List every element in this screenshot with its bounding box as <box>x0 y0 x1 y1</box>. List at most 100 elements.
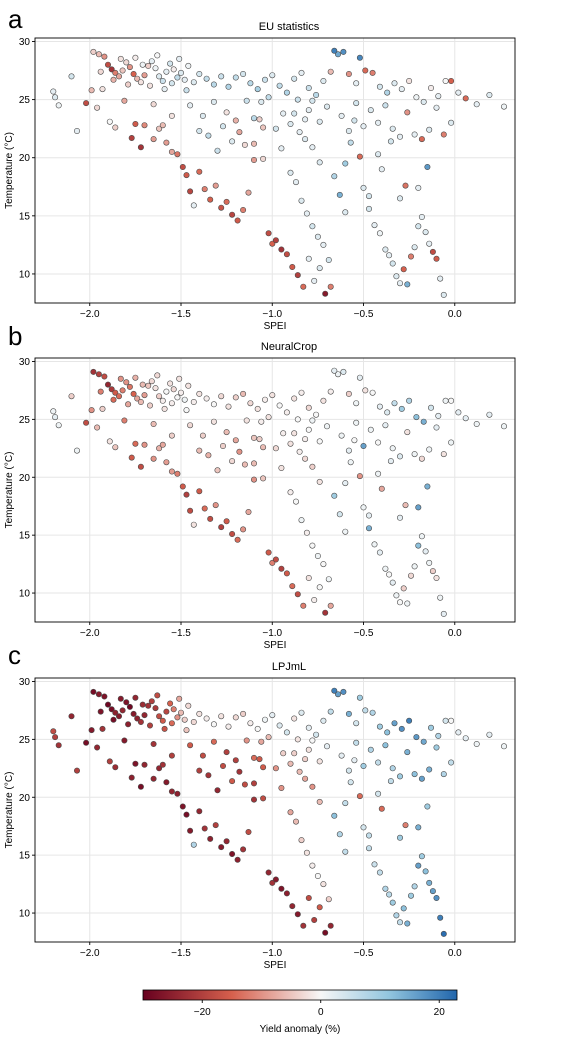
scatter-point <box>396 453 403 460</box>
scatter-point <box>139 381 146 388</box>
colorbar-ticks: −20 0 20 <box>194 1000 445 1018</box>
scatter-point <box>437 594 444 601</box>
scatter-point <box>196 488 203 495</box>
scatter-point <box>101 693 108 700</box>
scatter-point <box>309 97 316 104</box>
scatter-point <box>298 709 305 716</box>
scatter-point <box>90 368 97 375</box>
scatter-point <box>245 508 252 515</box>
scatter-point <box>156 765 163 772</box>
scatter-point <box>203 75 210 82</box>
scatter-point <box>128 774 135 781</box>
scatter-point <box>117 375 124 382</box>
scatter-point <box>218 524 225 531</box>
scatter-point <box>305 574 312 581</box>
scatter-point <box>106 118 113 125</box>
scatter-point <box>168 720 175 727</box>
scatter-point <box>411 771 418 778</box>
scatter-point <box>336 831 343 838</box>
scatter-point <box>272 237 279 244</box>
scatter-point <box>455 409 462 416</box>
x-axis-label-a: SPEI <box>264 321 287 332</box>
scatter-point <box>331 173 338 180</box>
scatter-point <box>199 112 206 119</box>
scatter-point <box>220 762 227 769</box>
scatter-point <box>168 432 175 439</box>
scatter-point <box>159 761 166 768</box>
scatter-point <box>130 710 137 717</box>
scatter-point <box>455 729 462 736</box>
scatter-point <box>156 445 163 452</box>
scatter-point <box>291 395 298 402</box>
scatter-point <box>426 126 433 133</box>
scatter-point <box>163 68 170 75</box>
scatter-point <box>167 380 174 387</box>
scatter-point <box>325 576 332 583</box>
colorbar: −20 0 20 Yield anomaly (%) <box>142 989 458 1035</box>
scatter-point <box>265 230 272 237</box>
scatter-point <box>278 784 285 791</box>
scatter-point <box>316 159 323 166</box>
scatter-point <box>365 512 372 519</box>
scatter-point <box>163 708 170 715</box>
scatter-point <box>369 389 376 396</box>
scatter-point <box>83 739 90 746</box>
scatter-point <box>391 720 398 727</box>
scatter-point <box>314 233 321 240</box>
scatter-point <box>418 136 425 143</box>
scatter-point <box>168 148 175 155</box>
scatter-point <box>276 722 283 729</box>
scatter-point <box>148 58 155 65</box>
scatter-point <box>462 735 469 742</box>
y-tick-label: 10 <box>19 909 31 920</box>
scatter-point <box>320 397 327 404</box>
scatter-point <box>500 423 507 430</box>
scatter-point <box>351 117 358 124</box>
scatter-point <box>232 714 239 721</box>
scatter-point <box>433 424 440 431</box>
scatter-point <box>407 572 414 579</box>
scatter-point <box>305 894 312 901</box>
scatter-point <box>112 444 119 451</box>
scatter-point <box>123 59 130 66</box>
scatter-point <box>205 132 212 139</box>
scatter-point <box>345 390 352 397</box>
scatter-point <box>278 885 285 892</box>
scatter-point <box>105 61 112 68</box>
scatter-point <box>117 695 124 702</box>
scatter-point <box>360 824 367 831</box>
scatter-point <box>298 837 305 844</box>
scatter-point <box>376 723 383 730</box>
scatter-point <box>424 803 431 810</box>
scatter-point <box>433 894 440 901</box>
scatter-point <box>163 459 170 466</box>
scatter-point <box>404 281 411 288</box>
scatter-point <box>183 811 190 818</box>
scatter-point <box>201 505 208 512</box>
scatter-point <box>420 418 427 425</box>
scatter-point <box>376 230 383 237</box>
scatter-point <box>190 79 197 86</box>
scatter-point <box>353 720 360 727</box>
scatter-point <box>225 403 232 410</box>
scatter-point <box>294 416 301 423</box>
scatter-point <box>418 455 425 462</box>
scatter-point <box>420 738 427 745</box>
scatter-point <box>376 83 383 90</box>
scatter-point <box>176 695 183 702</box>
scatter-point <box>376 549 383 556</box>
scatter-point <box>137 718 144 725</box>
scatter-point <box>424 164 431 171</box>
scatter-point <box>218 393 225 400</box>
y-tick-label: 20 <box>19 153 31 164</box>
scatter-point <box>196 447 203 454</box>
y-tick-label: 30 <box>19 357 31 368</box>
scatter-point <box>305 255 312 262</box>
scatter-point <box>161 86 168 93</box>
scatter-point <box>150 420 157 427</box>
scatter-point <box>272 445 279 452</box>
scatter-point <box>112 69 119 76</box>
scatter-point <box>389 125 396 132</box>
colorbar-tick-label: −20 <box>194 1007 211 1018</box>
scatter-point <box>203 715 210 722</box>
